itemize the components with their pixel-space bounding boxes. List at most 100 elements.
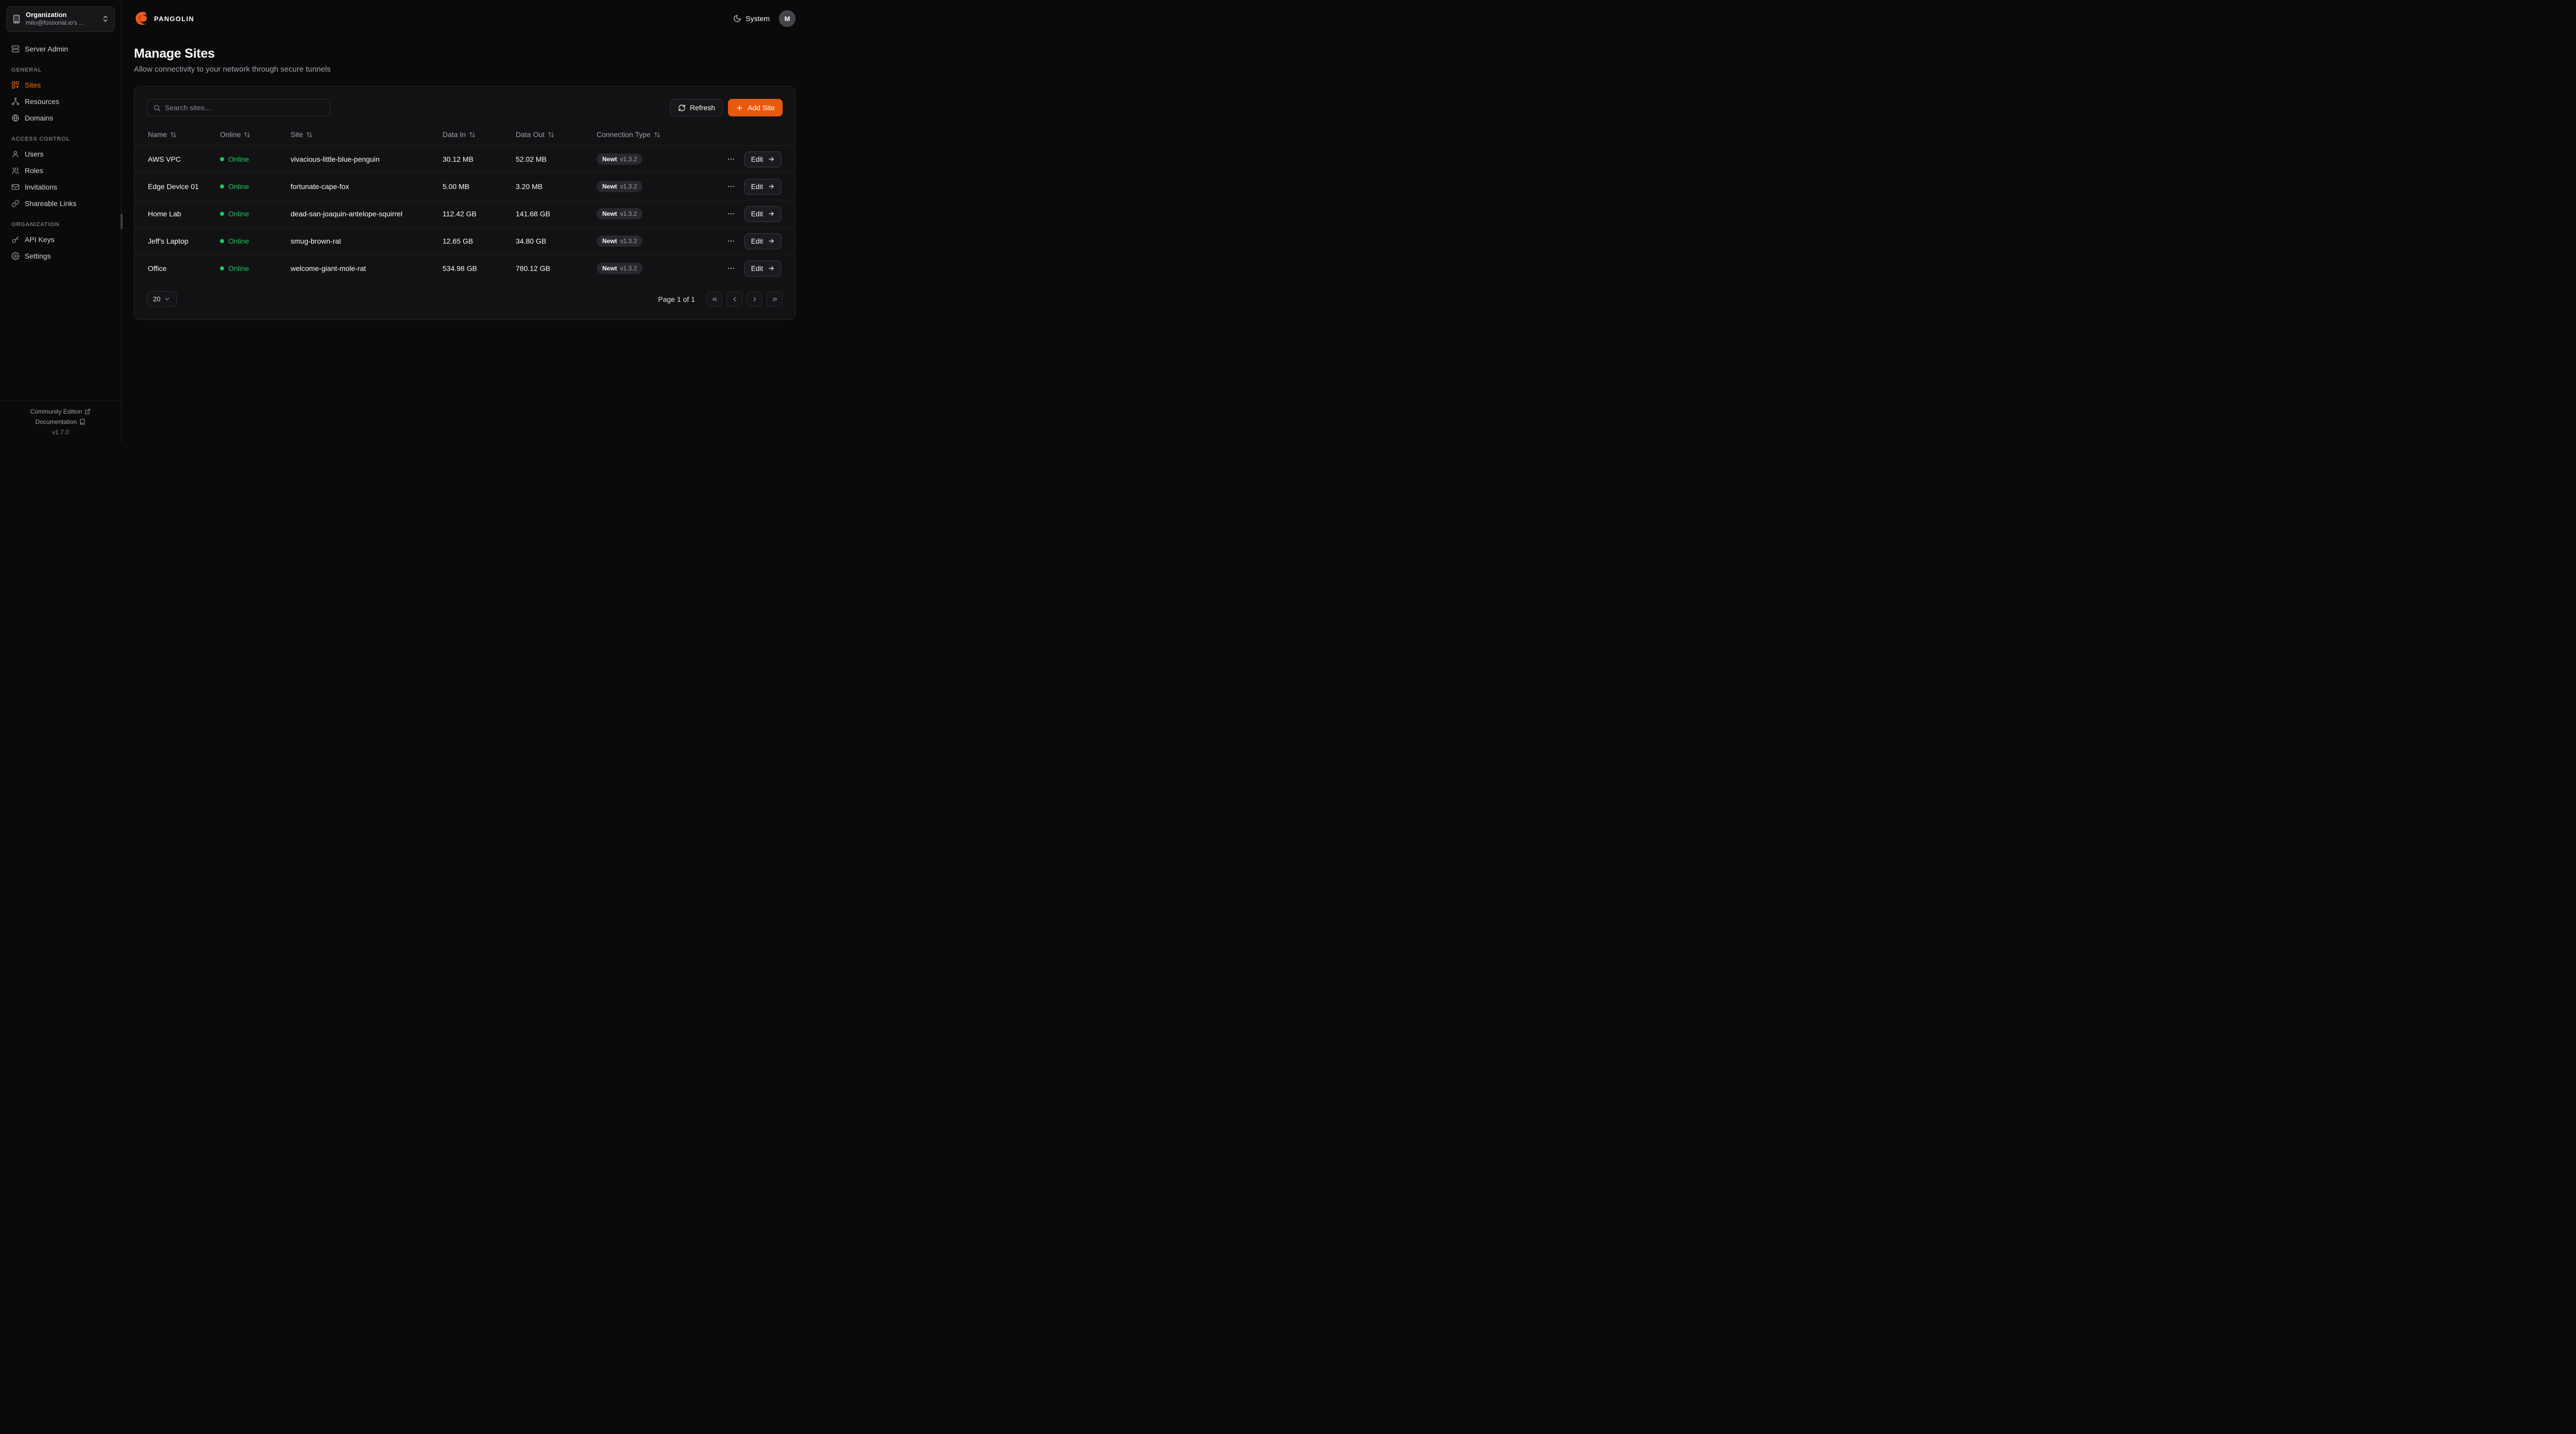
page-size-select[interactable]: 20 (147, 291, 177, 307)
column-header-online[interactable]: Online (220, 130, 291, 139)
first-page-button[interactable] (706, 292, 722, 306)
community-edition-label: Community Edition (30, 408, 82, 415)
sites-table: Name Online Site Data In (134, 124, 795, 282)
online-dot (220, 157, 224, 161)
sidebar-item-invitations[interactable]: Invitations (6, 179, 115, 195)
cell-data-out: 3.20 MB (516, 182, 543, 191)
cell-name: AWS VPC (148, 155, 181, 163)
cell-data-in: 5.00 MB (443, 182, 470, 191)
sidebar-item-shareable-links[interactable]: Shareable Links (6, 196, 115, 211)
row-menu-button[interactable] (725, 235, 737, 247)
toolbar-actions: Refresh Add Site (670, 99, 783, 116)
cell-data-in: 534.98 GB (443, 264, 477, 272)
add-site-button[interactable]: Add Site (728, 99, 783, 116)
refresh-icon (678, 104, 686, 112)
sidebar-item-label: Shareable Links (25, 199, 77, 208)
community-edition-link[interactable]: Community Edition (30, 408, 91, 415)
connection-badge: Newt v1.3.2 (597, 208, 643, 219)
arrow-right-icon (768, 237, 775, 245)
card-toolbar: Refresh Add Site (134, 87, 795, 124)
sidebar-footer: Community Edition Documentation v1.7.0 (0, 401, 121, 443)
sidebar-item-label: Roles (25, 166, 43, 175)
app-window: Organization milo@fossorial.io's ... Ser… (0, 0, 808, 443)
search-box (147, 99, 330, 116)
row-menu-button[interactable] (725, 153, 737, 165)
sidebar-item-users[interactable]: Users (6, 146, 115, 162)
online-dot (220, 212, 224, 216)
pangolin-logo (134, 11, 149, 26)
avatar[interactable]: M (779, 10, 795, 27)
row-menu-button[interactable] (725, 180, 737, 193)
row-menu-button[interactable] (725, 208, 737, 220)
gear-icon (11, 251, 20, 260)
arrow-right-icon (768, 183, 775, 190)
page-subtitle: Allow connectivity to your network throu… (134, 65, 331, 74)
moon-icon (733, 14, 741, 23)
users-icon (11, 166, 20, 175)
edit-button[interactable]: Edit (744, 260, 782, 277)
cell-actions: Edit (694, 260, 782, 277)
sidebar-item-label: Invitations (25, 182, 58, 191)
cell-name: Jeff's Laptop (148, 237, 189, 245)
cell-connection-type: Newt v1.3.2 (597, 263, 694, 274)
cell-site: smug-brown-rat (291, 237, 342, 245)
cell-name: Office (148, 264, 167, 272)
documentation-label: Documentation (35, 418, 77, 425)
column-header-data-in[interactable]: Data In (443, 130, 516, 139)
sort-icon (654, 131, 660, 138)
theme-toggle-button[interactable]: System (733, 14, 770, 23)
search-input[interactable] (165, 104, 324, 112)
search-icon (153, 104, 161, 112)
org-text: Organization milo@fossorial.io's ... (26, 11, 97, 27)
column-header-connection-type[interactable]: Connection Type (597, 130, 694, 139)
server-icon (11, 45, 20, 53)
sidebar-item-label: Users (25, 149, 44, 158)
topbar-right: System M (733, 10, 795, 27)
book-icon (79, 419, 86, 425)
main-content: PANGOLIN System M Manage Sites Allow con… (122, 0, 808, 443)
column-header-site[interactable]: Site (291, 130, 443, 139)
page-status: Page 1 of 1 (658, 295, 695, 303)
sidebar-item-server-admin[interactable]: Server Admin (6, 41, 115, 57)
edit-button[interactable]: Edit (744, 206, 782, 222)
brand-name: PANGOLIN (154, 14, 195, 23)
row-menu-button[interactable] (725, 262, 737, 275)
last-page-button[interactable] (767, 292, 783, 306)
prev-page-button[interactable] (726, 292, 742, 306)
connection-badge: Newt v1.3.2 (597, 235, 643, 247)
edit-button[interactable]: Edit (744, 151, 782, 167)
building-icon (12, 14, 21, 24)
sidebar-item-domains[interactable]: Domains (6, 110, 115, 126)
plus-icon (736, 104, 743, 112)
sidebar-item-sites[interactable]: Sites (6, 77, 115, 93)
column-header-data-out[interactable]: Data Out (516, 130, 597, 139)
sites-grid-icon (11, 81, 20, 89)
sidebar-item-roles[interactable]: Roles (6, 163, 115, 178)
sidebar-item-label: Settings (25, 251, 51, 260)
cell-connection-type: Newt v1.3.2 (597, 153, 694, 165)
org-switcher[interactable]: Organization milo@fossorial.io's ... (6, 6, 115, 32)
cell-actions: Edit (694, 178, 782, 195)
connection-badge: Newt v1.3.2 (597, 181, 643, 192)
cell-online: Online (220, 182, 291, 191)
sidebar-item-api-keys[interactable]: API Keys (6, 232, 115, 247)
edit-button[interactable]: Edit (744, 233, 782, 249)
sidebar-item-label: Sites (25, 80, 41, 89)
key-icon (11, 235, 20, 244)
sidebar-resize-handle[interactable] (121, 214, 123, 229)
sidebar-item-settings[interactable]: Settings (6, 248, 115, 264)
documentation-link[interactable]: Documentation (36, 418, 86, 425)
sidebar-item-label: Domains (25, 113, 54, 122)
next-page-button[interactable] (747, 292, 762, 306)
refresh-button[interactable]: Refresh (670, 99, 723, 116)
edit-button[interactable]: Edit (744, 178, 782, 195)
column-header-name[interactable]: Name (148, 130, 220, 139)
mail-icon (11, 183, 20, 191)
sort-icon (244, 131, 250, 138)
sidebar-item-resources[interactable]: Resources (6, 94, 115, 109)
table-row: Jeff's Laptop Online smug-brown-rat 12.6… (134, 227, 795, 254)
org-subtitle: milo@fossorial.io's ... (26, 19, 84, 27)
cell-data-out: 780.12 GB (516, 264, 550, 272)
page-size-value: 20 (153, 295, 161, 303)
sidebar-item-label: API Keys (25, 235, 55, 244)
